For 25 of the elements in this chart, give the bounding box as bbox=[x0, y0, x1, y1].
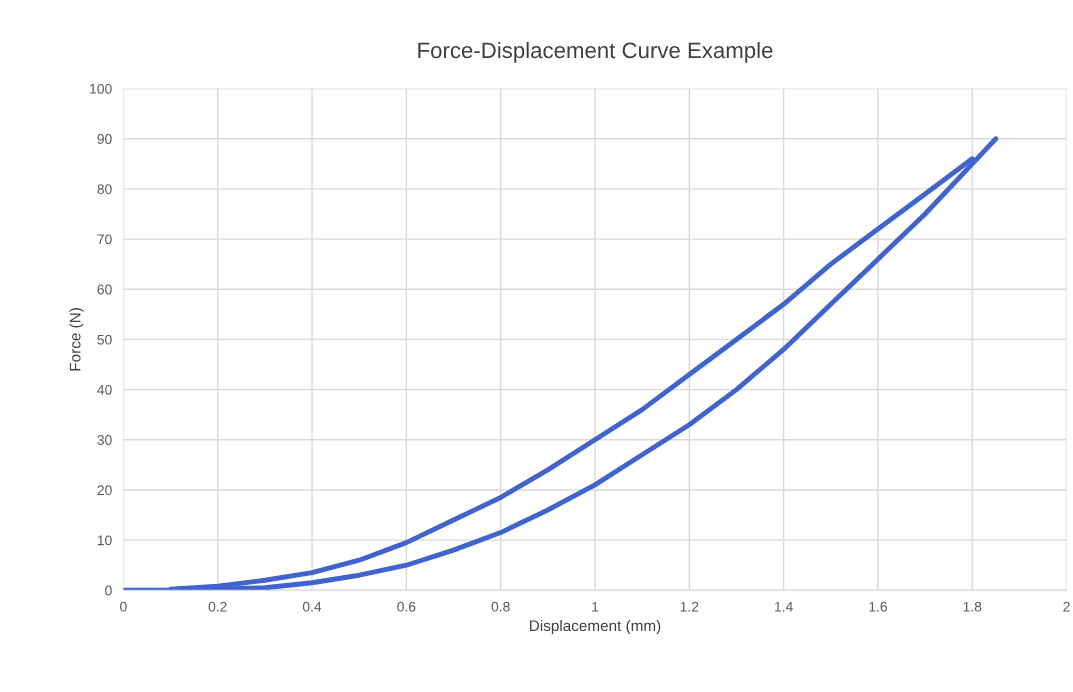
y-tick-label: 60 bbox=[97, 284, 112, 295]
y-tick-label: 0 bbox=[105, 585, 112, 596]
y-tick-label: 10 bbox=[97, 535, 112, 546]
y-tick-label: 100 bbox=[90, 83, 112, 94]
x-tick-label: 1.4 bbox=[775, 601, 793, 612]
x-tick-label: 0 bbox=[120, 601, 127, 612]
y-axis-title: Force (N) bbox=[69, 308, 84, 371]
x-tick-label: 2 bbox=[1063, 601, 1070, 612]
x-tick-label: 0.4 bbox=[302, 601, 322, 612]
y-tick-label: 20 bbox=[97, 485, 112, 496]
y-tick-label: 90 bbox=[97, 134, 112, 144]
x-tick-label: 1 bbox=[592, 601, 599, 612]
x-tick-label: 1.6 bbox=[869, 601, 887, 612]
y-tick-label: 40 bbox=[97, 384, 112, 395]
x-tick-label: 1.2 bbox=[680, 601, 699, 612]
x-tick-label: 0.6 bbox=[397, 601, 416, 612]
x-tick-label: 0.8 bbox=[491, 601, 510, 612]
x-tick-label: 0.2 bbox=[208, 601, 227, 612]
x-tick-label: 1.8 bbox=[963, 601, 982, 612]
chart-title: Force-Displacement Curve Example bbox=[418, 41, 773, 63]
y-tick-label: 80 bbox=[97, 184, 112, 195]
x-axis-title: Displacement (mm) bbox=[530, 619, 661, 635]
y-tick-label: 30 bbox=[97, 435, 112, 445]
y-tick-label: 50 bbox=[97, 334, 112, 345]
y-tick-label: 70 bbox=[97, 234, 112, 245]
